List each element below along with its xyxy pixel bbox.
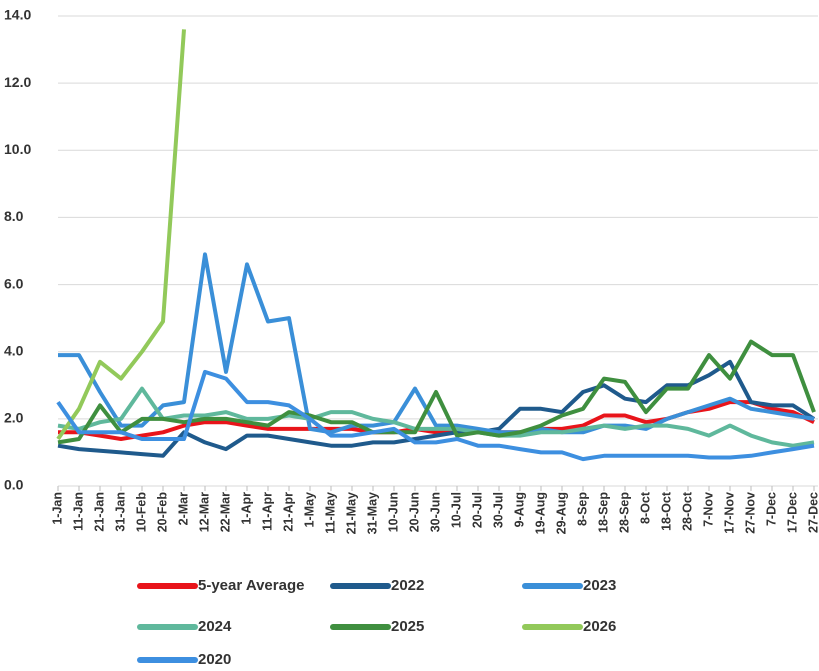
x-tick-label: 20-Jun [407, 492, 421, 532]
x-tick-label: 28-Sep [617, 492, 631, 533]
x-tick-label: 18-Sep [596, 492, 610, 533]
x-tick-label: 8-Sep [575, 492, 589, 526]
x-tick-label: 21-May [344, 492, 358, 534]
x-tick-label: 27-Dec [806, 492, 819, 533]
legend-label: 2022 [391, 577, 424, 594]
x-tick-label: 17-Dec [785, 492, 799, 533]
x-tick-label: 30-Jun [428, 492, 442, 532]
x-tick-label: 11-Jan [71, 492, 85, 531]
legend-label: 2026 [583, 618, 616, 635]
x-tick-label: 1-Apr [239, 492, 253, 525]
x-tick-label: 18-Oct [659, 491, 673, 531]
y-tick-label: 4.0 [4, 342, 24, 358]
y-tick-label: 8.0 [4, 208, 24, 224]
series-line [57, 339, 816, 445]
y-tick-label: 14.0 [4, 7, 31, 23]
x-tick-label: 8-Oct [638, 491, 652, 524]
x-tick-label: 29-Aug [554, 492, 568, 534]
x-tick-label: 11-Apr [260, 492, 274, 531]
x-tick-label: 17-Nov [722, 492, 736, 534]
y-tick-label: 12.0 [4, 74, 31, 90]
x-tick-label: 20-Feb [155, 492, 169, 533]
series-line [56, 369, 815, 462]
x-tick-label: 27-Nov [743, 492, 757, 534]
series-line [56, 29, 186, 441]
series-line [58, 252, 815, 435]
x-tick-label: 28-Oct [680, 491, 694, 531]
legend-label: 2025 [391, 618, 424, 635]
x-tick-label: 10-Jun [386, 492, 400, 532]
x-tick-label: 21-Jan [92, 492, 106, 532]
y-tick-label: 0.0 [4, 477, 24, 493]
x-tick-label: 10-Jul [449, 492, 463, 528]
x-tick-label: 7-Nov [701, 492, 715, 527]
x-tick-label: 31-Jan [113, 492, 127, 532]
legend-label: 2020 [198, 651, 231, 668]
series-line [57, 386, 815, 448]
x-tick-label: 7-Dec [764, 492, 778, 526]
y-tick-label: 2.0 [4, 410, 24, 426]
legend-label: 2023 [583, 577, 616, 594]
x-tick-label: 19-Aug [533, 492, 547, 534]
y-tick-label: 10.0 [4, 141, 31, 157]
legend-label: 2024 [198, 618, 232, 635]
x-tick-label: 30-Jul [491, 492, 505, 528]
x-tick-label: 12-Mar [197, 492, 211, 532]
x-tick-label: 1-Jan [50, 492, 64, 525]
y-tick-label: 6.0 [4, 275, 24, 291]
x-tick-label: 2-Mar [176, 492, 190, 525]
x-tick-label: 1-May [302, 492, 316, 527]
x-tick-label: 9-Aug [512, 492, 526, 527]
x-tick-label: 21-Apr [281, 492, 295, 532]
x-tick-label: 10-Feb [134, 492, 148, 533]
x-tick-label: 31-May [365, 492, 379, 534]
x-tick-label: 11-May [323, 492, 337, 534]
x-tick-label: 22-Mar [218, 492, 232, 532]
legend-label: 5-year Average [198, 577, 304, 594]
x-tick-label: 20-Jul [470, 492, 484, 528]
